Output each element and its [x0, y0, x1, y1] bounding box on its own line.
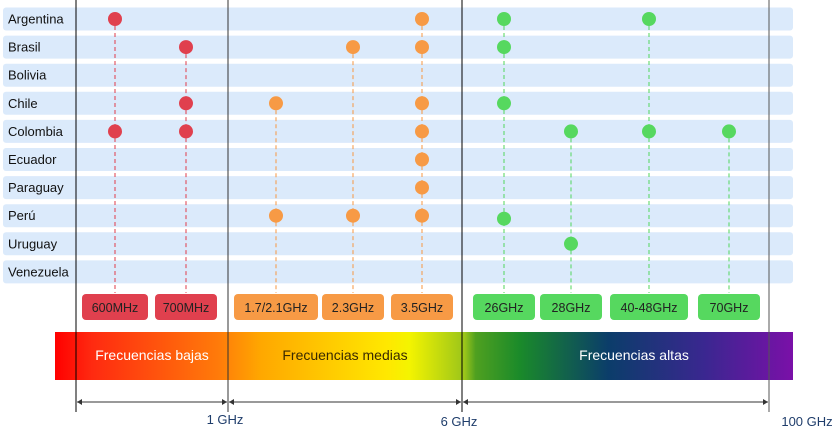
country-label: Perú [8, 208, 35, 223]
country-row [3, 232, 793, 256]
assignment-dot [179, 40, 193, 55]
band-label: 1.7/2.1GHz [244, 301, 307, 315]
country-row [3, 7, 793, 31]
country-row [3, 35, 793, 59]
band-label: 26GHz [485, 301, 524, 315]
assignment-dot [415, 96, 429, 111]
band-badge [234, 294, 318, 320]
band-badge [391, 294, 453, 320]
band-badge [473, 294, 535, 320]
country-label: Brasil [8, 40, 41, 55]
country-label: Venezuela [8, 264, 69, 279]
band-label: 70GHz [710, 301, 749, 315]
group-label-high: Frecuencias altas [579, 347, 689, 363]
assignment-dot [179, 96, 193, 111]
band-badge [540, 294, 602, 320]
country-label: Paraguay [8, 180, 64, 195]
country-row [3, 176, 793, 200]
country-label: Colombia [8, 124, 64, 139]
country-label: Argentina [8, 12, 64, 27]
assignment-dot [179, 124, 193, 139]
spectrum-bar [55, 332, 793, 380]
country-row [3, 119, 793, 143]
band-label: 700MHz [163, 301, 210, 315]
assignment-dot [415, 180, 429, 195]
assignment-dot [415, 124, 429, 139]
band-label: 28GHz [552, 301, 591, 315]
country-row [3, 204, 793, 228]
band-badge [82, 294, 148, 320]
assignment-dot [497, 96, 511, 111]
country-row [3, 63, 793, 87]
assignment-dot [415, 12, 429, 26]
assignment-dot [346, 40, 360, 55]
tick-1ghz: 1 GHz [207, 412, 244, 427]
band-label: 600MHz [92, 301, 139, 315]
assignment-dot [415, 208, 429, 223]
assignment-dot [415, 152, 429, 167]
band-badge [155, 294, 217, 320]
band-badge [610, 294, 688, 320]
country-label: Uruguay [8, 236, 58, 251]
tick-6ghz: 6 GHz [441, 414, 478, 429]
assignment-dot [269, 208, 283, 223]
country-row [3, 260, 793, 284]
band-label: 2.3GHz [332, 301, 374, 315]
tick-100ghz: 100 GHz [781, 414, 832, 429]
assignment-dot [564, 124, 578, 139]
assignment-dot [722, 124, 736, 139]
assignment-dot [497, 211, 511, 226]
assignment-dot [108, 12, 122, 26]
assignment-dot [346, 208, 360, 223]
assignment-dot [642, 12, 656, 26]
band-label: 3.5GHz [401, 301, 443, 315]
band-badge [698, 294, 760, 320]
country-row [3, 91, 793, 115]
assignment-dot [108, 124, 122, 139]
country-label: Bolivia [8, 68, 47, 83]
group-label-mid: Frecuencias medias [282, 347, 407, 363]
group-label-low: Frecuencias bajas [95, 347, 209, 363]
band-badge [322, 294, 384, 320]
assignment-dot [415, 40, 429, 55]
assignment-dot [497, 40, 511, 55]
assignment-dot [497, 12, 511, 26]
assignment-dot [564, 236, 578, 251]
country-row [3, 148, 793, 171]
country-label: Chile [8, 96, 38, 111]
assignment-dot [269, 96, 283, 111]
band-label: 40-48GHz [621, 301, 678, 315]
assignment-dot [642, 124, 656, 139]
country-label: Ecuador [8, 152, 57, 167]
